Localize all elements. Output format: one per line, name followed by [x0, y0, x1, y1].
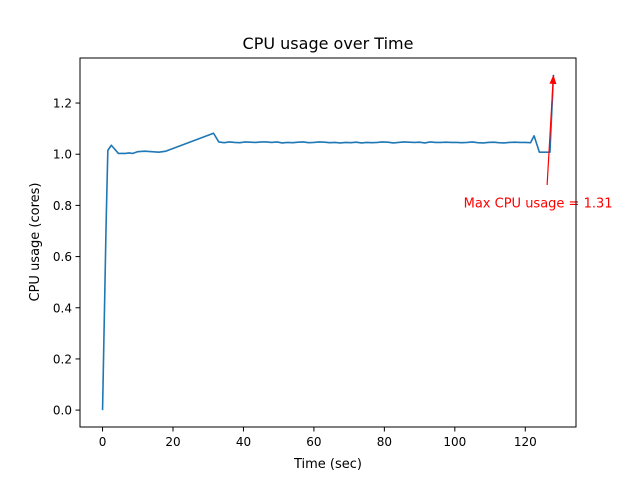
- max-cpu-annotation-arrow: [546, 74, 555, 185]
- y-axis-label: CPU usage (cores): [28, 183, 43, 302]
- max-cpu-annotation-text: Max CPU usage = 1.31: [464, 196, 613, 211]
- y-tick-label: 0.2: [53, 352, 72, 366]
- x-tick-label: 120: [514, 435, 537, 449]
- x-tick-label: 0: [99, 435, 107, 449]
- chart-title: CPU usage over Time: [243, 34, 414, 53]
- y-tick-label: 0.6: [53, 250, 72, 264]
- y-tick-label: 0.4: [53, 301, 72, 315]
- y-tick-label: 1.0: [53, 148, 72, 162]
- series-layer: [101, 74, 555, 411]
- x-tick-label: 100: [443, 435, 466, 449]
- y-tick-label: 0.0: [53, 404, 72, 418]
- y-tick-label: 1.2: [53, 97, 72, 111]
- x-tick-label: 40: [236, 435, 251, 449]
- x-axis-label: Time (sec): [293, 457, 362, 472]
- plot-area-frame: [79, 57, 577, 428]
- max-cpu-annotation-arrowhead: [549, 74, 557, 85]
- annotation-layer: Max CPU usage = 1.31: [464, 74, 613, 211]
- y-tick-label: 0.8: [53, 199, 72, 213]
- x-tick-label: 80: [377, 435, 392, 449]
- axis-ticks: 0 20 40 60 80 100 120 0.0 0.2 0.4 0.6 0.8 1.0 1.2: [53, 97, 537, 449]
- x-tick-label: 20: [165, 435, 180, 449]
- x-tick-label: 60: [306, 435, 321, 449]
- cpu-usage-series-line: [101, 74, 555, 411]
